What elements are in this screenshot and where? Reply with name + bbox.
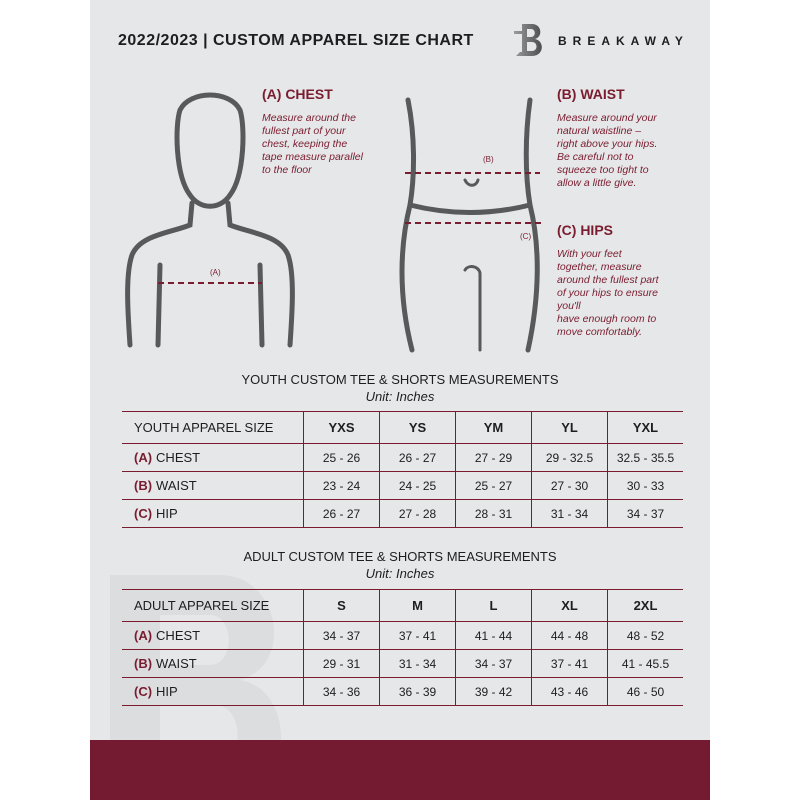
table-header-row: YOUTH APPAREL SIZE YXS YS YM YL YXL xyxy=(122,411,683,444)
waist-marker: (B) xyxy=(483,155,494,164)
adult-size-table: ADULT APPAREL SIZE S M L XL 2XL (A) CHEST… xyxy=(122,589,683,706)
cell: 23 - 24 xyxy=(303,471,380,500)
cell: 31 - 34 xyxy=(379,649,456,678)
waist-description: Measure around your natural waistline – … xyxy=(557,112,658,189)
size-header: 2XL xyxy=(607,589,683,622)
size-header: L xyxy=(455,589,532,622)
size-chart-page: 2022/2023 | CUSTOM APPAREL SIZE CHART BR… xyxy=(90,0,710,800)
row-tag: (A) xyxy=(134,450,153,465)
page-title: 2022/2023 | CUSTOM APPAREL SIZE CHART xyxy=(118,32,474,49)
hips-description: With your feet together, measure around … xyxy=(557,248,659,338)
cell: 29 - 32.5 xyxy=(531,443,608,472)
waist-heading: (B) WAIST xyxy=(557,86,625,102)
cell: 30 - 33 xyxy=(607,471,683,500)
cell: 25 - 26 xyxy=(303,443,380,472)
cell: 29 - 31 xyxy=(303,649,380,678)
brand-name: BREAKAWAY xyxy=(558,34,689,48)
hips-heading: (C) HIPS xyxy=(557,222,613,238)
cell: 34 - 37 xyxy=(607,499,683,528)
youth-table-unit: Unit: Inches xyxy=(365,389,435,404)
youth-size-table: YOUTH APPAREL SIZE YXS YS YM YL YXL (A) C… xyxy=(122,411,683,528)
row-tag: (C) xyxy=(134,506,153,521)
cell: 26 - 27 xyxy=(303,499,380,528)
table-row: (C) HIP 26 - 27 27 - 28 28 - 31 31 - 34 3… xyxy=(122,499,683,528)
cell: 27 - 29 xyxy=(455,443,532,472)
row-tag: (C) xyxy=(134,684,153,699)
cell: 46 - 50 xyxy=(607,677,683,706)
size-header: YM xyxy=(455,411,532,444)
cell: 32.5 - 35.5 xyxy=(607,443,683,472)
row-name: WAIST xyxy=(156,656,197,671)
size-label: YOUTH APPAREL SIZE xyxy=(122,411,304,444)
row-name: CHEST xyxy=(156,628,201,643)
cell: 37 - 41 xyxy=(379,621,456,650)
cell: 27 - 30 xyxy=(531,471,608,500)
cell: 36 - 39 xyxy=(379,677,456,706)
cell: 28 - 31 xyxy=(455,499,532,528)
table-row: (B) WAIST 23 - 24 24 - 25 25 - 27 27 - 30… xyxy=(122,471,683,500)
cell: 44 - 48 xyxy=(531,621,608,650)
cell: 25 - 27 xyxy=(455,471,532,500)
row-tag: (A) xyxy=(134,628,153,643)
table-row: (A) CHEST 34 - 37 37 - 41 41 - 44 44 - 48… xyxy=(122,621,683,650)
table-row: (A) CHEST 25 - 26 26 - 27 27 - 29 29 - 32… xyxy=(122,443,683,472)
table-row: (C) HIP 34 - 36 36 - 39 39 - 42 43 - 46 4… xyxy=(122,677,683,706)
cell: 26 - 27 xyxy=(379,443,456,472)
row-tag: (B) xyxy=(134,656,153,671)
row-name: HIP xyxy=(156,684,178,699)
adult-table-unit: Unit: Inches xyxy=(365,566,435,581)
chest-heading: (A) CHEST xyxy=(262,86,333,102)
cell: 34 - 36 xyxy=(303,677,380,706)
row-name: CHEST xyxy=(156,450,201,465)
cell: 31 - 34 xyxy=(531,499,608,528)
size-label: ADULT APPAREL SIZE xyxy=(122,589,304,622)
footer-bar xyxy=(90,740,710,800)
size-header: S xyxy=(303,589,380,622)
brand-logo-icon xyxy=(514,24,542,56)
cell: 34 - 37 xyxy=(455,649,532,678)
cell: 34 - 37 xyxy=(303,621,380,650)
waist-hips-illustration xyxy=(399,97,545,353)
cell: 27 - 28 xyxy=(379,499,456,528)
cell: 41 - 44 xyxy=(455,621,532,650)
size-header: YXL xyxy=(607,411,683,444)
size-header: YS xyxy=(379,411,456,444)
cell: 48 - 52 xyxy=(607,621,683,650)
size-header: XL xyxy=(531,589,608,622)
adult-table-title: ADULT CUSTOM TEE & SHORTS MEASUREMENTS xyxy=(243,549,557,564)
cell: 41 - 45.5 xyxy=(607,649,683,678)
youth-table-title: YOUTH CUSTOM TEE & SHORTS MEASUREMENTS xyxy=(241,372,559,387)
row-name: HIP xyxy=(156,506,178,521)
cell: 37 - 41 xyxy=(531,649,608,678)
row-name: WAIST xyxy=(156,478,197,493)
cell: 43 - 46 xyxy=(531,677,608,706)
torso-illustration xyxy=(125,92,295,348)
chest-description: Measure around the fullest part of your … xyxy=(262,112,363,176)
table-row: (B) WAIST 29 - 31 31 - 34 34 - 37 37 - 41… xyxy=(122,649,683,678)
size-header: YXS xyxy=(303,411,380,444)
chest-marker: (A) xyxy=(210,268,221,277)
size-header: M xyxy=(379,589,456,622)
cell: 39 - 42 xyxy=(455,677,532,706)
row-tag: (B) xyxy=(134,478,153,493)
size-header: YL xyxy=(531,411,608,444)
hips-marker: (C) xyxy=(520,232,532,241)
cell: 24 - 25 xyxy=(379,471,456,500)
table-header-row: ADULT APPAREL SIZE S M L XL 2XL xyxy=(122,589,683,622)
